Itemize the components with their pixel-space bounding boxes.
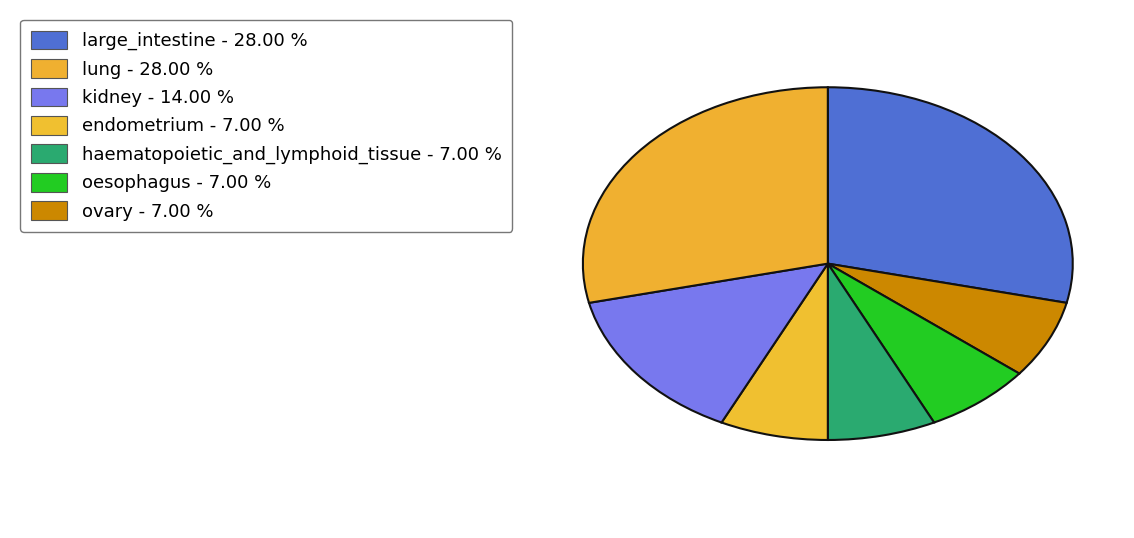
Wedge shape [828, 264, 1067, 373]
Wedge shape [589, 264, 828, 422]
Wedge shape [828, 264, 1019, 422]
Wedge shape [583, 87, 828, 303]
Wedge shape [828, 87, 1073, 303]
Legend: large_intestine - 28.00 %, lung - 28.00 %, kidney - 14.00 %, endometrium - 7.00 : large_intestine - 28.00 %, lung - 28.00 … [20, 20, 513, 231]
Wedge shape [828, 264, 934, 440]
Wedge shape [721, 264, 828, 440]
